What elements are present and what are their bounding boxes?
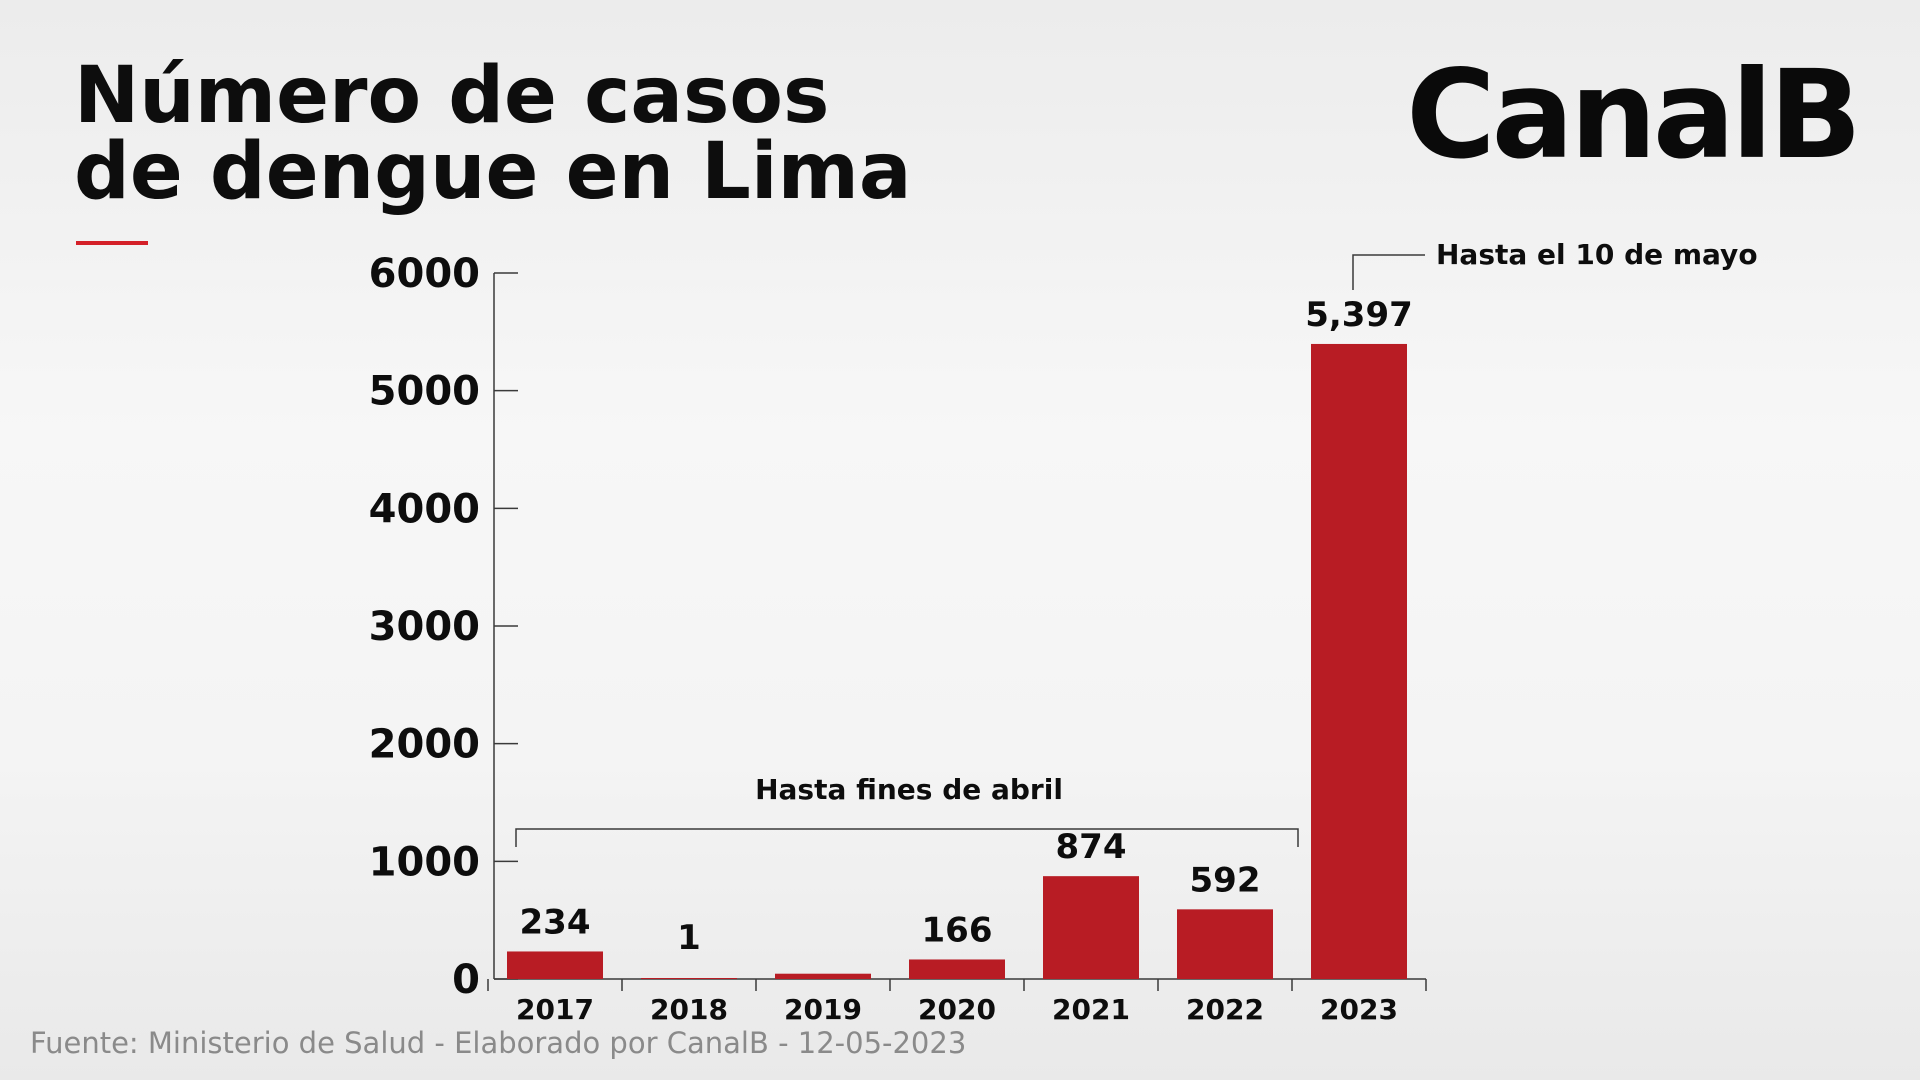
category-label-2021: 2021: [1052, 993, 1130, 1026]
y-tick-label: 1000: [369, 839, 480, 885]
category-label-2019: 2019: [784, 993, 862, 1026]
annotation-leader-mayo: [1352, 254, 1425, 290]
value-label-2021: 874: [1056, 827, 1127, 867]
chart-title: Número de casos de dengue en Lima: [74, 51, 912, 217]
value-label-2017: 234: [520, 902, 591, 942]
category-label-2022: 2022: [1186, 993, 1264, 1026]
bar-2018: [641, 978, 737, 979]
y-tick-label: 4000: [369, 486, 480, 532]
category-label-2023: 2023: [1320, 993, 1398, 1026]
y-tick-label: 2000: [369, 722, 480, 768]
title-accent-line: [76, 241, 148, 245]
y-tick-label: 3000: [369, 604, 480, 650]
bar-2021: [1043, 876, 1139, 979]
category-label-2018: 2018: [650, 993, 728, 1026]
source-note: Fuente: Ministerio de Salud - Elaborado …: [30, 1026, 967, 1060]
value-label-2018: 1: [677, 918, 701, 958]
bar-2019: [775, 973, 871, 979]
value-label-2022: 592: [1190, 860, 1261, 900]
value-label-2020: 166: [922, 910, 993, 950]
annotation-label-abril: Hasta fines de abril: [755, 773, 1063, 806]
bar-2022: [1177, 909, 1273, 979]
title-line-2: de dengue en Lima: [74, 127, 912, 217]
y-tick-label: 5000: [369, 369, 480, 415]
title-line-1: Número de casos: [74, 51, 830, 141]
value-label-2023: 5,397: [1305, 295, 1413, 335]
bar-2023: [1311, 343, 1407, 979]
bar-2020: [909, 959, 1005, 979]
category-label-2020: 2020: [918, 993, 996, 1026]
annotation-bracket-abril: [515, 828, 1299, 847]
annotation-label-mayo: Hasta el 10 de mayo: [1436, 238, 1758, 271]
bar-2017: [507, 951, 603, 979]
y-tick-label: 0: [452, 957, 480, 1003]
canalb-logo: CanalB: [1406, 44, 1862, 186]
y-tick-label: 6000: [369, 251, 480, 297]
category-label-2017: 2017: [516, 993, 594, 1026]
